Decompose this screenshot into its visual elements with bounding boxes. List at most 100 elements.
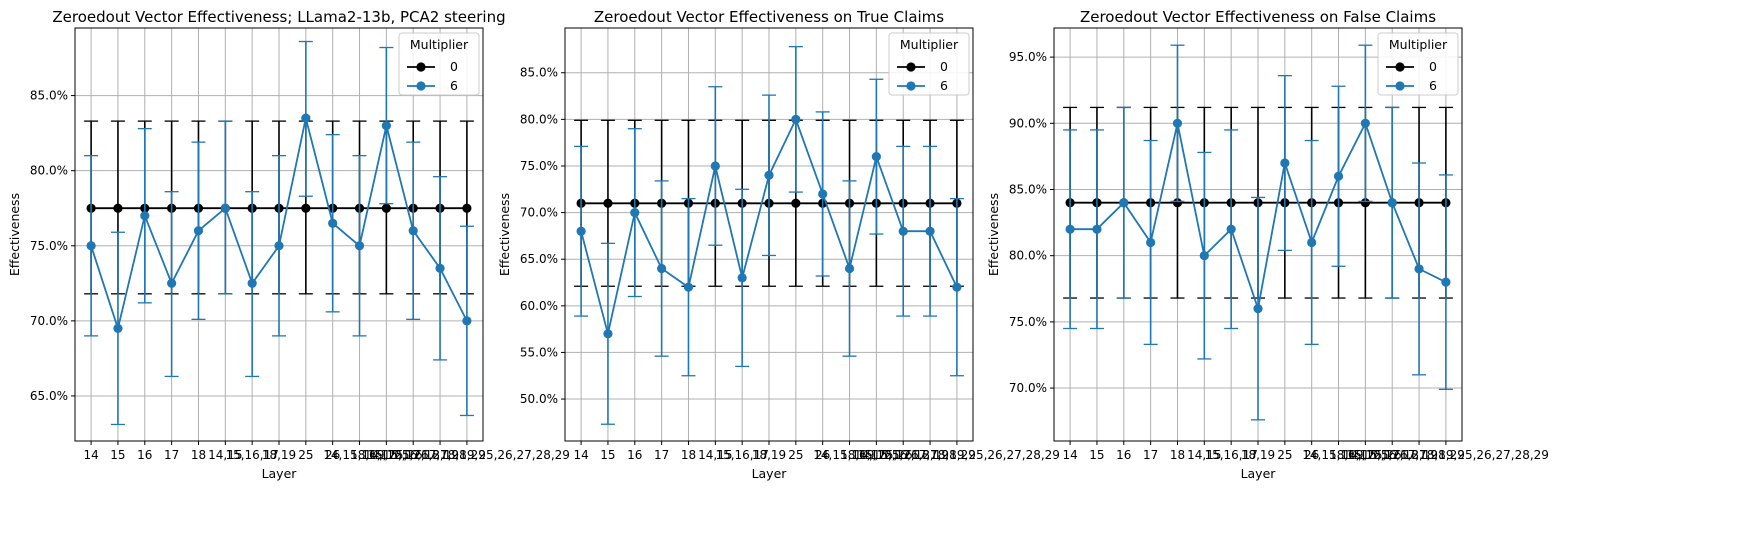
data-point (683, 282, 694, 292)
x-tick-label: 14,15,16,17,18,19,25,26,27,28,29 (1343, 448, 1549, 462)
legend-swatch-marker (1395, 81, 1405, 91)
legend: Multiplier 0 6 (888, 32, 970, 96)
y-tick-label: 75.0% (520, 159, 558, 173)
data-point (86, 241, 96, 251)
x-tick-label: 14,15,16,17 (813, 448, 886, 462)
data-point (1119, 198, 1129, 208)
data-point (1414, 264, 1424, 274)
legend-label: 0 (450, 59, 458, 74)
x-axis-label: Layer (1241, 466, 1277, 481)
x-tick-label: 18,19 (262, 448, 296, 462)
data-point (818, 189, 828, 199)
x-tick-label: 14,15,16,17,18,19,25,26,27,28,29 (854, 448, 1060, 462)
chart-title: Zeroedout Vector Effectiveness on False … (1080, 8, 1436, 26)
x-tick-label: 15 (1089, 448, 1104, 462)
data-point (844, 263, 855, 274)
data-point (576, 226, 586, 236)
data-point (1360, 198, 1370, 208)
data-point (737, 273, 747, 283)
series-multiplier-6 (84, 40, 474, 426)
data-point (1333, 171, 1344, 181)
y-tick-label: 85.0% (520, 66, 558, 80)
x-tick-label: 25 (788, 448, 803, 462)
x-tick-label: 18,19,25,26 (1329, 448, 1402, 462)
legend-swatch-marker (416, 62, 426, 72)
data-point (220, 203, 230, 213)
x-tick-label: 26 (325, 448, 340, 462)
data-point (1226, 224, 1236, 234)
y-tick-label: 80.0% (520, 112, 558, 126)
y-tick-label: 60.0% (520, 299, 558, 313)
x-axis-label: Layer (752, 466, 788, 481)
data-point (791, 114, 801, 124)
data-point (328, 218, 338, 228)
data-point (408, 226, 418, 236)
x-tick-label: 16 (627, 448, 642, 462)
x-tick-label: 25 (298, 448, 313, 462)
x-tick-label: 18 (681, 448, 696, 462)
x-tick-label: 17 (1143, 448, 1158, 462)
data-point (1280, 158, 1290, 168)
data-point (354, 241, 365, 251)
data-point (1307, 237, 1317, 248)
x-tick-label: 18 (191, 448, 206, 462)
legend-swatch-marker (1395, 62, 1405, 72)
y-tick-label: 85.0% (30, 89, 68, 103)
x-tick-label: 26 (815, 448, 830, 462)
data-point (462, 203, 472, 213)
x-tick-label: 14,15 (208, 448, 242, 462)
chart-title: Zeroedout Vector Effectiveness on True C… (594, 8, 944, 26)
data-point (925, 226, 935, 236)
data-point (301, 113, 311, 123)
legend-box (1377, 32, 1459, 96)
data-point (657, 263, 667, 274)
data-point (710, 161, 720, 171)
x-tick-label: 14,15,16,17 (323, 448, 396, 462)
y-tick-label: 70.0% (1009, 381, 1047, 395)
data-point (603, 198, 613, 208)
y-tick-label: 70.0% (520, 206, 558, 220)
x-tick-label: 16 (137, 448, 152, 462)
data-point (630, 207, 640, 218)
data-point (193, 226, 204, 236)
x-tick-label: 25,26,27,28,29 (884, 448, 976, 462)
y-tick-label: 75.0% (1009, 315, 1047, 329)
x-tick-label: 25 (1277, 448, 1292, 462)
x-tick-label: 14 (573, 448, 588, 462)
data-point (435, 263, 445, 273)
data-point (462, 316, 472, 326)
x-tick-label: 15,16,17,18,19 (367, 448, 459, 462)
y-tick-label: 65.0% (30, 389, 68, 403)
legend-box (888, 32, 970, 96)
data-point (1253, 304, 1263, 314)
y-tick-label: 65.0% (520, 252, 558, 266)
x-tick-label: 18,19 (752, 448, 786, 462)
y-axis-label: Effectiveness (986, 193, 1001, 276)
legend-title: Multiplier (1389, 37, 1448, 52)
chart-title: Zeroedout Vector Effectiveness; LLama2-1… (52, 8, 505, 26)
legend-label: 6 (940, 78, 948, 93)
data-point (1172, 118, 1183, 128)
data-point (381, 121, 391, 131)
x-tick-label: 18,19 (1241, 448, 1275, 462)
legend-label: 0 (1429, 59, 1437, 74)
legend-title: Multiplier (900, 37, 959, 52)
data-point (113, 203, 123, 213)
data-point (791, 198, 801, 208)
legend-label: 6 (1429, 78, 1437, 93)
data-point (1441, 277, 1451, 287)
data-point (301, 203, 311, 213)
y-axis-label: Effectiveness (7, 193, 22, 276)
y-tick-label: 55.0% (520, 345, 558, 359)
data-point (764, 170, 774, 180)
data-point (1199, 251, 1209, 261)
y-tick-label: 75.0% (30, 239, 68, 253)
data-point (1387, 198, 1397, 208)
x-tick-label: 18 (1170, 448, 1185, 462)
data-point (274, 241, 284, 251)
x-tick-label: 15 (600, 448, 615, 462)
series-multiplier-6 (1063, 44, 1453, 421)
